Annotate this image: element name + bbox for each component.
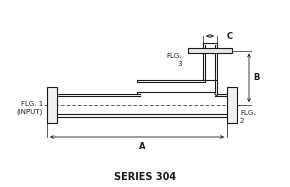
Text: FLG. 1
(INPUT): FLG. 1 (INPUT) (17, 101, 43, 115)
Text: A: A (139, 142, 145, 151)
Bar (227, 87, 237, 123)
Bar (188, 48, 232, 53)
Text: SERIES 304: SERIES 304 (114, 172, 176, 182)
Text: FLG.
2: FLG. 2 (240, 110, 255, 124)
Text: C: C (226, 31, 233, 41)
Bar (47, 87, 57, 123)
Text: B: B (253, 73, 259, 82)
Text: FLG.
3: FLG. 3 (166, 53, 182, 67)
